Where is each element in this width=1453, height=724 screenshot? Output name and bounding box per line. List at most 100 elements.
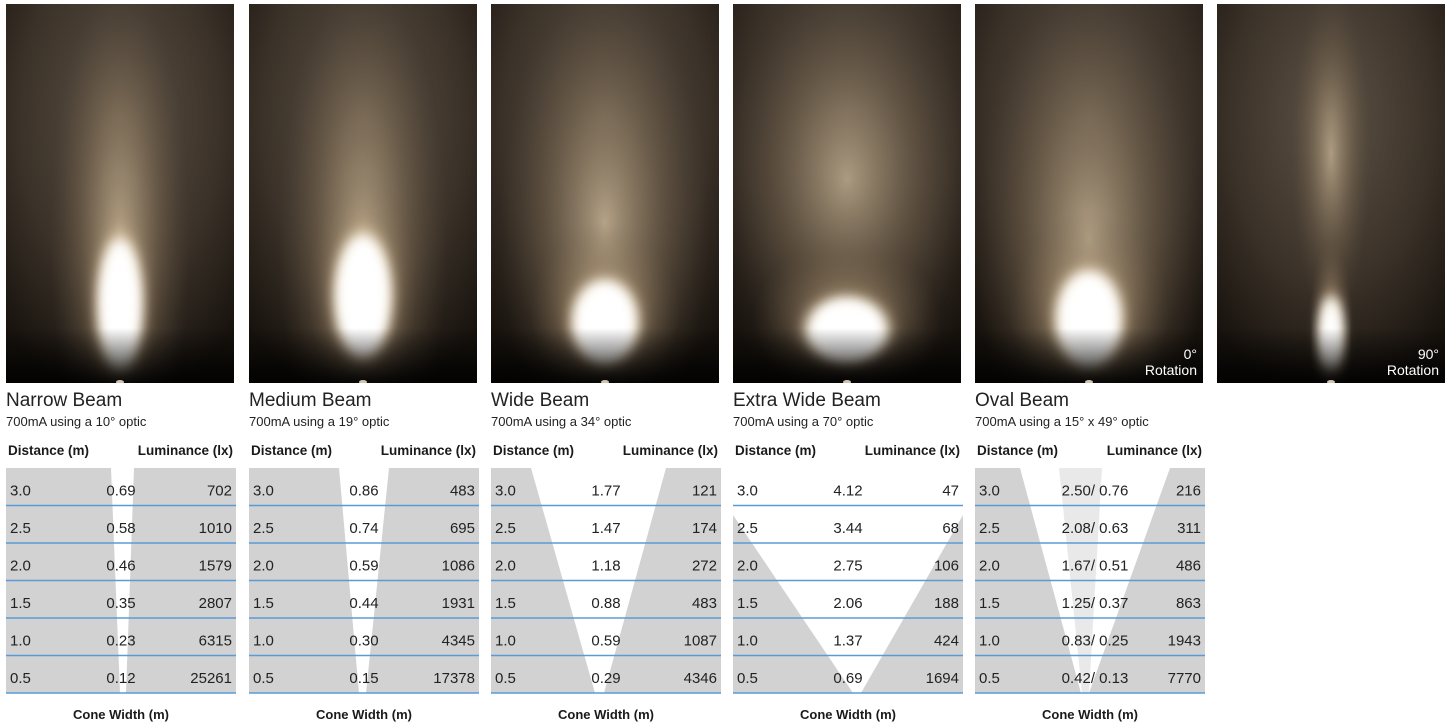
- rotation-label-0: 0° Rotation: [1145, 346, 1197, 378]
- distance-header: Distance (m): [493, 443, 574, 458]
- cone-width-cell: 0.59: [591, 633, 620, 650]
- distance-cell: 3.0: [979, 483, 1000, 500]
- floor-shadow: [249, 328, 477, 383]
- luminance-cell: 25261: [190, 670, 232, 687]
- cone-width-cell: 0.59: [349, 558, 378, 575]
- distance-header: Distance (m): [977, 443, 1058, 458]
- cone-diagram: 3.0 1.77 1212.5 1.47 1742.0 1.18 2721.5 0.88 483…: [491, 468, 721, 698]
- cone-width-label: Cone Width (m): [249, 707, 479, 722]
- rotation-angle: 0°: [1145, 346, 1197, 362]
- distance-cell: 0.5: [979, 670, 1000, 687]
- beam-title: Wide Beam: [491, 390, 589, 412]
- cone-width-cell: 1.18: [591, 558, 620, 575]
- beam-subtitle: 700mA using a 19° optic: [249, 414, 389, 429]
- distance-cell: 1.5: [979, 595, 1000, 612]
- cone-width-cell: 1.25/ 0.37: [1062, 595, 1129, 612]
- luminance-header: Luminance (lx): [138, 443, 233, 458]
- distance-cell: 3.0: [737, 483, 758, 500]
- luminance-cell: 1086: [442, 558, 475, 575]
- cone-width-cell: 0.42/ 0.13: [1062, 670, 1129, 687]
- cone-width-cell: 0.83/ 0.25: [1062, 633, 1129, 650]
- cone-width-cell: 0.86: [349, 483, 378, 500]
- luminance-header: Luminance (lx): [865, 443, 960, 458]
- cone-width-cell: 1.37: [833, 633, 862, 650]
- distance-cell: 2.0: [495, 558, 516, 575]
- beam-table-extra-wide: Distance (m) Luminance (lx) 3.0 4.12 47 2.5…: [733, 440, 963, 724]
- beam-title: Narrow Beam: [6, 390, 122, 412]
- distance-cell: 0.5: [10, 670, 31, 687]
- luminance-cell: 863: [1176, 595, 1201, 612]
- floor-shadow: [733, 328, 961, 383]
- beam-photo-oval-90: 90° Rotation: [1217, 4, 1445, 383]
- luminance-cell: 424: [934, 633, 959, 650]
- luminance-cell: 7770: [1168, 670, 1201, 687]
- luminance-cell: 272: [692, 558, 717, 575]
- beam-title: Oval Beam: [975, 390, 1069, 412]
- cone-width-label: Cone Width (m): [491, 707, 721, 722]
- beam-subtitle: 700mA using a 10° optic: [6, 414, 146, 429]
- floor-shadow: [6, 328, 234, 383]
- cone-width-cell: 1.47: [591, 520, 620, 537]
- rotation-text: Rotation: [1387, 362, 1439, 378]
- distance-cell: 2.0: [979, 558, 1000, 575]
- luminance-header: Luminance (lx): [381, 443, 476, 458]
- cone-width-label: Cone Width (m): [6, 707, 236, 722]
- cone-width-cell: 2.06: [833, 595, 862, 612]
- cone-width-label: Cone Width (m): [975, 707, 1205, 722]
- beam-title: Extra Wide Beam: [733, 390, 881, 412]
- distance-cell: 2.5: [253, 520, 274, 537]
- beam-title: Medium Beam: [249, 390, 372, 412]
- distance-cell: 0.5: [737, 670, 758, 687]
- distance-cell: 1.0: [737, 633, 758, 650]
- distance-header: Distance (m): [251, 443, 332, 458]
- cone-width-cell: 4.12: [833, 483, 862, 500]
- cone-diagram: 3.0 0.86 4832.5 0.74 6952.0 0.59 10861.5 0.44 19…: [249, 468, 479, 698]
- distance-cell: 2.5: [979, 520, 1000, 537]
- distance-cell: 1.0: [495, 633, 516, 650]
- cone-width-cell: 0.58: [106, 520, 135, 537]
- cone-diagram: 3.0 2.50/ 0.76 216 2.5 2.08/ 0.63 311 2.0 1.67/…: [975, 468, 1205, 698]
- luminance-cell: 174: [692, 520, 717, 537]
- luminance-cell: 1579: [199, 558, 232, 575]
- luminance-cell: 6315: [199, 633, 232, 650]
- cone-width-cell: 0.35: [106, 595, 135, 612]
- luminance-cell: 47: [942, 483, 959, 500]
- luminance-cell: 1087: [684, 633, 717, 650]
- distance-cell: 1.0: [253, 633, 274, 650]
- distance-cell: 2.0: [10, 558, 31, 575]
- beam-subtitle: 700mA using a 34° optic: [491, 414, 631, 429]
- luminance-cell: 702: [207, 483, 232, 500]
- distance-cell: 1.5: [737, 595, 758, 612]
- cone-diagram: 3.0 4.12 47 2.5 3.44 68 2.0 2.75 106 1.5 2.06 188 1.…: [733, 468, 963, 698]
- luminance-cell: 2807: [199, 595, 232, 612]
- luminance-cell: 68: [942, 520, 959, 537]
- cone-diagram: 3.0 0.69 7022.5 0.58 10102.0 0.46 15791.5 0.35 2…: [6, 468, 236, 698]
- rotation-angle: 90°: [1387, 346, 1439, 362]
- cone-width-cell: 0.88: [591, 595, 620, 612]
- luminance-cell: 4346: [684, 670, 717, 687]
- cone-width-cell: 2.75: [833, 558, 862, 575]
- distance-cell: 2.5: [10, 520, 31, 537]
- distance-cell: 2.0: [253, 558, 274, 575]
- distance-cell: 3.0: [495, 483, 516, 500]
- luminance-cell: 695: [450, 520, 475, 537]
- beam-photo-medium: [249, 4, 477, 383]
- beam-table-wide: Distance (m) Luminance (lx) 3.0 1.77 121 2.…: [491, 440, 721, 724]
- beam-subtitle: 700mA using a 70° optic: [733, 414, 873, 429]
- cone-width-label: Cone Width (m): [733, 707, 963, 722]
- beam-table-medium: Distance (m) Luminance (lx) 3.0 0.86 483 2.…: [249, 440, 479, 724]
- luminance-cell: 311: [1177, 520, 1201, 537]
- luminance-cell: 106: [934, 558, 959, 575]
- luminance-cell: 483: [450, 483, 475, 500]
- distance-cell: 2.0: [737, 558, 758, 575]
- distance-cell: 3.0: [253, 483, 274, 500]
- cone-width-cell: 0.74: [349, 520, 378, 537]
- beam-table-oval: Distance (m) Luminance (lx) 3.0 2.50/ 0.7…: [975, 440, 1205, 724]
- cone-width-cell: 0.44: [349, 595, 378, 612]
- luminance-cell: 1694: [926, 670, 959, 687]
- distance-cell: 0.5: [495, 670, 516, 687]
- luminance-cell: 1943: [1168, 633, 1201, 650]
- cone-width-cell: 0.12: [106, 670, 135, 687]
- distance-cell: 2.5: [737, 520, 758, 537]
- cone-width-cell: 1.67/ 0.51: [1062, 558, 1129, 575]
